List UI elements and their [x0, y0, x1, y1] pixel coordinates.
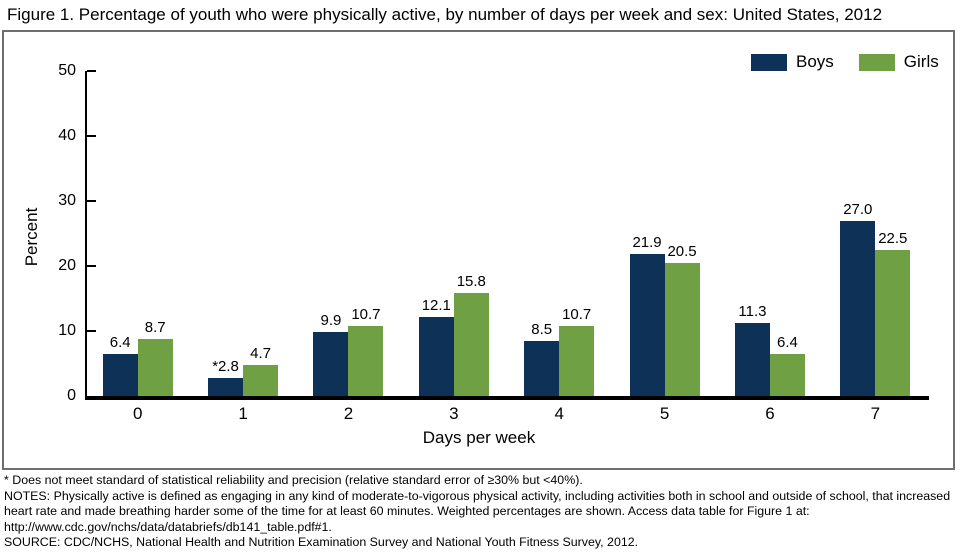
x-axis-title: Days per week — [422, 428, 536, 447]
bar-boys-day-0 — [102, 354, 138, 396]
bar-value-label: 22.5 — [878, 229, 908, 247]
bar-value-label: 6.4 — [109, 334, 131, 352]
y-axis-line — [85, 71, 87, 396]
legend-item-girls: Girls — [858, 52, 939, 72]
x-category-label: 2 — [343, 404, 354, 423]
bar-girls-day-5 — [664, 262, 700, 396]
x-category-label: 6 — [765, 404, 775, 423]
bar-girls-day-0 — [137, 339, 173, 396]
legend-item-boys: Boys — [751, 52, 834, 72]
y-tick-label: 40 — [58, 127, 76, 144]
bar-girls-day-2 — [348, 326, 384, 396]
footnotes: * Does not meet standard of statistical … — [4, 473, 954, 551]
bar-boys-day-4 — [524, 340, 560, 396]
bar-value-label: 4.7 — [250, 345, 271, 363]
boys-color-swatch — [751, 53, 787, 71]
y-tick-label: 30 — [58, 192, 76, 209]
bar-boys-day-6 — [734, 322, 770, 396]
bar-value-label: *2.8 — [212, 357, 239, 375]
x-category-label: 1 — [238, 404, 248, 423]
x-category-label: 0 — [132, 404, 143, 423]
legend-label-boys: Boys — [796, 52, 834, 71]
y-tick-mark — [87, 135, 96, 137]
bar-boys-day-3 — [418, 317, 454, 396]
x-axis-line — [85, 396, 929, 400]
figure-title: Figure 1. Percentage of youth who were p… — [7, 5, 883, 24]
bar-boys-day-7 — [840, 220, 876, 396]
x-category-label: 5 — [659, 404, 670, 423]
bar-value-label: 8.5 — [531, 320, 553, 338]
bar-value-label: 20.5 — [667, 242, 697, 260]
bar-boys-day-1 — [208, 377, 244, 396]
bar-value-label: 10.7 — [351, 306, 381, 324]
bar-girls-day-3 — [453, 293, 489, 396]
y-tick-mark — [87, 200, 96, 202]
footnote-notes: NOTES: Physically active is defined as e… — [4, 488, 951, 534]
bar-value-label: 27.0 — [843, 200, 873, 218]
bar-girls-day-6 — [769, 354, 805, 396]
bar-value-label: 10.7 — [562, 306, 592, 324]
x-category-label: 4 — [554, 404, 564, 423]
bar-value-label: 6.4 — [777, 334, 798, 352]
legend-label-girls: Girls — [903, 52, 939, 71]
y-tick-mark — [87, 70, 96, 72]
legend: Boys Girls — [751, 52, 939, 72]
x-category-label: 3 — [449, 404, 459, 423]
y-tick-label: 10 — [58, 322, 76, 339]
y-tick-label: 0 — [67, 387, 76, 404]
bar-boys-day-5 — [629, 253, 665, 396]
bar-value-label: 21.9 — [632, 233, 662, 251]
bar-value-label: 11.3 — [738, 302, 767, 320]
bar-value-label: 9.9 — [320, 311, 342, 329]
footnote-asterisk: * Does not meet standard of statistical … — [4, 473, 583, 487]
girls-color-swatch — [858, 53, 895, 71]
x-category-label: 7 — [870, 404, 881, 423]
bar-value-label: 12.1 — [421, 297, 451, 315]
bar-value-label: 15.8 — [456, 273, 486, 291]
y-tick-mark — [87, 265, 96, 267]
bar-girls-day-1 — [243, 365, 279, 396]
y-axis-title: Percent — [22, 207, 41, 267]
bar-boys-day-2 — [313, 331, 349, 396]
footnote-source: SOURCE: CDC/NCHS, National Health and Nu… — [4, 535, 639, 550]
bar-girls-day-7 — [875, 249, 911, 396]
y-tick-label: 20 — [58, 257, 76, 274]
y-tick-mark — [87, 330, 96, 332]
bar-girls-day-4 — [559, 326, 595, 396]
bar-value-label: 8.7 — [144, 319, 166, 337]
y-tick-label: 50 — [58, 62, 76, 79]
